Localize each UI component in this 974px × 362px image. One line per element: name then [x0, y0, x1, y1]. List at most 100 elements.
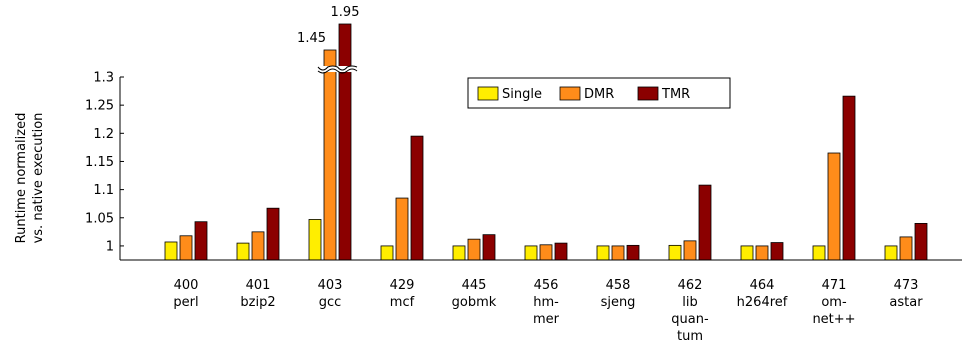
bar-tmr [554, 242, 568, 261]
bar-tmr [842, 95, 856, 261]
x-tick-label: 458 sjeng [601, 278, 636, 310]
legend-box [467, 77, 731, 109]
bar-single [740, 245, 754, 261]
x-tick-label-line: h264ref [737, 295, 788, 310]
bar-single [812, 245, 826, 261]
x-tick-label-line: mer [533, 312, 560, 327]
x-tick-label: 400 perl [173, 278, 198, 310]
x-tick-label-line: mcf [390, 295, 415, 310]
legend-label-dmr: DMR [584, 87, 614, 102]
x-tick-label: 403 gcc [318, 278, 343, 310]
x-tick-label-line: 462 [678, 278, 703, 293]
bar-value-label: 1.45 [297, 31, 326, 46]
bar-single [452, 245, 466, 261]
x-tick-label: 445 gobmk [452, 278, 497, 310]
x-tick-label-line: 429 [390, 278, 415, 293]
legend: Single DMR TMR [467, 77, 731, 109]
x-tick-label-line: bzip2 [240, 295, 275, 310]
x-tick-label-line: 471 [822, 278, 847, 293]
bar-single [308, 219, 322, 261]
legend-label-single: Single [502, 87, 542, 102]
x-axis-labels: 400 perl 401 bzip2 403 gcc 429 mcf 445 gobmk 456 hm… [173, 278, 923, 344]
bar-dmr [467, 238, 481, 261]
bar-tmr [914, 222, 928, 261]
bar-value-label: 1.95 [331, 5, 360, 20]
x-tick-label-line: 400 [174, 278, 199, 293]
x-tick-label: 456 hm-mer [533, 278, 560, 327]
legend-swatch-tmr [637, 86, 659, 101]
bar-dmr [827, 152, 841, 261]
y-tick-label: 1.3 [93, 71, 114, 86]
y-tick-label: 1.05 [85, 211, 114, 226]
y-tick-label: 1 [106, 239, 114, 254]
y-axis-ticks: 1 1.05 1.1 1.15 1.2 1.25 1.3 [85, 71, 124, 254]
x-tick-label: 401 bzip2 [240, 278, 275, 310]
bar-tmr [266, 207, 280, 261]
bar-tmr [770, 242, 784, 261]
x-tick-label-line: 458 [606, 278, 631, 293]
y-tick-label: 1.2 [93, 127, 114, 142]
x-tick-label-line: gobmk [452, 295, 497, 310]
y-axis-title: Runtime normalized vs. native execution [14, 113, 46, 244]
x-tick-label: 429 mcf [390, 278, 415, 310]
x-tick-label-line: astar [889, 295, 923, 310]
bar-single [164, 241, 178, 261]
axis-break-gap [318, 66, 357, 72]
x-tick-label-line: hm- [533, 295, 559, 310]
y-tick-label: 1.25 [85, 99, 114, 114]
bar-single [884, 245, 898, 261]
x-tick-label-line: 445 [462, 278, 487, 293]
bar-tmr [698, 184, 712, 261]
x-tick-label-line: 473 [894, 278, 919, 293]
x-tick-label: 471 om-net++ [812, 278, 855, 327]
bar-dmr [323, 49, 337, 261]
legend-swatch-dmr [559, 86, 581, 101]
bars [164, 23, 928, 261]
bar-dmr [755, 245, 769, 261]
x-tick-label-line: sjeng [601, 295, 636, 310]
bar-single [524, 245, 538, 261]
bar-tmr [194, 221, 208, 261]
legend-label-tmr: TMR [661, 87, 690, 102]
bar-dmr [251, 231, 265, 261]
x-tick-label-line: quan- [671, 312, 709, 327]
bar-dmr [611, 245, 625, 261]
x-tick-label: 464 h264ref [737, 278, 788, 310]
x-tick-label-line: 403 [318, 278, 343, 293]
x-tick-label-line: net++ [812, 312, 855, 327]
y-axis-title-line: vs. native execution [31, 113, 46, 244]
bar-single [596, 245, 610, 261]
bar-tmr [410, 135, 424, 261]
x-tick-label-line: lib [682, 295, 697, 310]
bar-dmr [899, 236, 913, 261]
x-tick-label: 473 astar [889, 278, 923, 310]
axis-break-line-bottom [317, 68, 358, 74]
x-tick-label-line: om- [821, 295, 847, 310]
bar-single [380, 245, 394, 261]
y-axis-title-line: Runtime normalized [14, 113, 29, 244]
bar-tmr [338, 23, 352, 261]
x-tick-label: 462 lib quan-tum [671, 278, 709, 344]
bar-single [236, 242, 250, 261]
bar-dmr [395, 197, 409, 261]
bar-dmr [539, 244, 553, 261]
bar-tmr [626, 244, 640, 261]
x-tick-label-line: 464 [750, 278, 775, 293]
axes [119, 77, 962, 261]
bar-dmr [683, 240, 697, 261]
y-axis-label: Runtime normalized vs. native execution [14, 113, 46, 244]
annotations: 1.45 1.95 [297, 5, 359, 46]
x-tick-label-line: perl [173, 295, 198, 310]
legend-swatch-single [477, 86, 499, 101]
bar-tmr [482, 234, 496, 261]
x-tick-label-line: 456 [534, 278, 559, 293]
x-tick-label-line: tum [677, 329, 703, 344]
bar-single [668, 244, 682, 261]
y-tick-label: 1.1 [93, 183, 114, 198]
y-tick-label: 1.15 [85, 155, 114, 170]
axis-break-line-top [317, 65, 358, 71]
x-tick-label-line: 401 [246, 278, 271, 293]
x-tick-label-line: gcc [319, 295, 342, 310]
